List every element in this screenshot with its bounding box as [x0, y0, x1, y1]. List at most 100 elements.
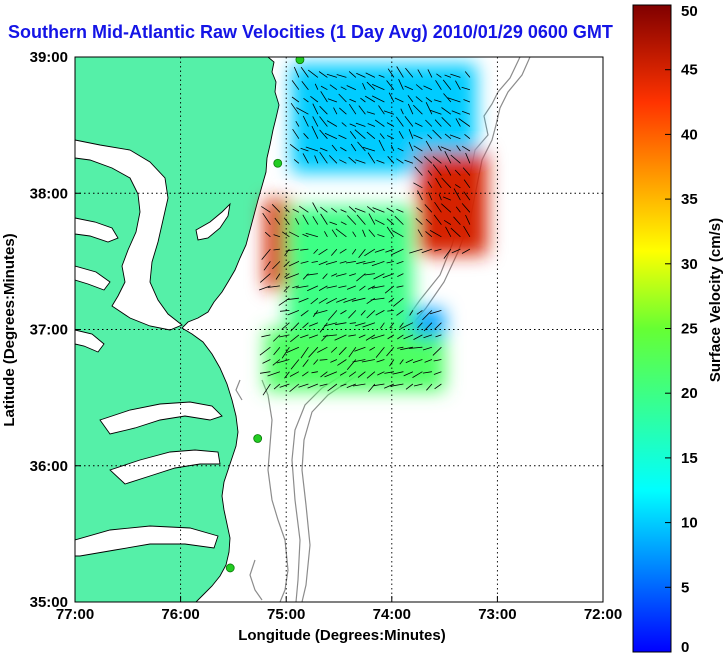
current-arrow	[339, 261, 347, 264]
current-arrow	[339, 159, 347, 164]
current-arrow	[319, 116, 328, 127]
current-arrow	[356, 273, 366, 282]
x-tick-label: 73:00	[478, 606, 516, 623]
current-arrow	[273, 346, 281, 356]
current-arrow	[275, 273, 281, 280]
current-arrow	[392, 230, 404, 238]
current-arrow	[398, 79, 404, 90]
current-arrow	[336, 297, 347, 303]
current-arrow	[354, 129, 366, 140]
current-arrow	[346, 383, 357, 388]
current-arrow	[450, 227, 461, 238]
current-arrow	[314, 83, 319, 90]
current-arrow	[298, 297, 309, 303]
current-arrow	[422, 310, 433, 321]
current-arrow	[318, 297, 328, 304]
current-arrow	[461, 248, 471, 254]
current-arrow	[397, 334, 404, 340]
current-arrow	[335, 273, 347, 277]
current-arrow	[408, 346, 423, 349]
current-arrow	[425, 218, 433, 225]
current-arrow	[319, 322, 328, 333]
current-arrow	[373, 273, 385, 280]
current-arrow	[284, 273, 290, 278]
current-arrow	[450, 73, 461, 78]
current-arrow	[375, 310, 385, 316]
current-arrow	[461, 86, 471, 91]
current-arrow	[349, 273, 357, 277]
current-arrow	[300, 334, 309, 339]
current-arrow	[358, 105, 366, 115]
current-arrow	[464, 71, 471, 78]
current-arrow	[281, 322, 290, 330]
current-arrow	[303, 97, 309, 103]
current-arrow	[343, 297, 357, 303]
y-axis-label: Latitude (Degrees:Minutes)	[1, 233, 18, 426]
current-arrow	[444, 74, 452, 78]
current-arrow	[259, 346, 271, 356]
current-arrow	[320, 206, 328, 213]
colorbar-tick-label: 5	[681, 579, 689, 596]
current-arrow	[371, 261, 385, 267]
current-arrow	[291, 96, 300, 103]
current-arrow	[423, 85, 433, 91]
current-arrow	[423, 322, 433, 332]
current-arrow	[461, 203, 471, 213]
current-arrow	[286, 273, 300, 279]
current-arrow	[386, 122, 395, 127]
current-arrow	[386, 261, 394, 264]
current-arrow	[339, 107, 347, 115]
current-arrow	[427, 69, 433, 78]
current-arrow	[464, 133, 471, 140]
current-arrow	[298, 205, 309, 213]
current-arrow	[327, 98, 338, 103]
current-arrow	[442, 196, 452, 201]
current-arrow	[262, 212, 271, 225]
current-arrow	[283, 285, 290, 292]
current-arrow	[417, 69, 423, 78]
current-arrow	[348, 71, 357, 78]
current-arrow	[273, 234, 281, 238]
current-arrow	[414, 166, 423, 176]
current-arrow	[432, 156, 442, 164]
current-arrow	[286, 346, 300, 353]
current-arrow	[331, 229, 338, 238]
current-arrow	[320, 213, 328, 225]
current-arrow	[405, 383, 414, 390]
current-arrow	[362, 146, 376, 152]
current-arrow	[318, 285, 328, 291]
current-arrow	[441, 117, 452, 127]
current-arrow	[349, 131, 357, 139]
current-arrow	[300, 346, 309, 359]
current-arrow	[356, 72, 366, 78]
y-axis: 35:00 36:00 37:00 38:00 39:00	[30, 49, 81, 611]
current-arrow	[362, 261, 375, 265]
current-arrow	[307, 383, 319, 389]
current-arrow	[312, 216, 319, 225]
current-arrow	[425, 140, 433, 152]
current-arrow	[397, 346, 404, 349]
current-arrow	[329, 221, 338, 225]
current-arrow	[426, 383, 433, 391]
current-arrow	[264, 231, 271, 238]
current-arrow	[307, 285, 319, 292]
current-arrow	[262, 383, 271, 396]
current-arrow	[427, 170, 433, 176]
current-arrow	[323, 322, 337, 327]
current-arrow	[378, 139, 385, 152]
current-arrow	[300, 261, 309, 264]
current-arrow	[290, 334, 300, 343]
current-arrow	[425, 97, 433, 103]
current-arrow	[300, 66, 309, 78]
current-arrow	[421, 248, 433, 254]
current-arrow	[399, 322, 404, 328]
current-arrow	[413, 334, 423, 340]
current-arrow	[284, 248, 290, 256]
current-arrow	[463, 191, 471, 201]
current-arrow	[463, 99, 471, 103]
current-arrow	[417, 229, 423, 238]
current-arrow	[263, 261, 271, 271]
current-arrow	[396, 310, 404, 316]
current-arrow	[338, 285, 347, 288]
current-arrow	[327, 383, 338, 392]
